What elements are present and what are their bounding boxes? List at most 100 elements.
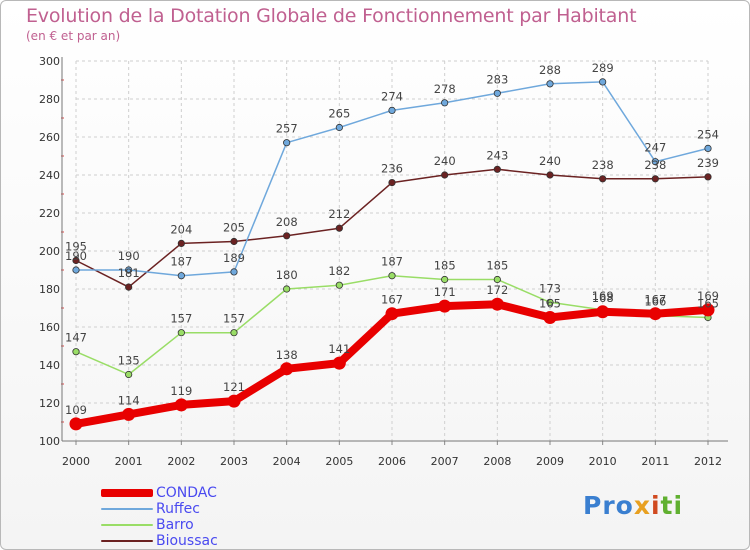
data-label-ruffec-2005: 265: [328, 107, 350, 121]
data-label-condac-2004: 138: [276, 348, 298, 362]
legend-item-condac[interactable]: CONDAC: [101, 485, 218, 501]
data-label-condac-2010: 168: [592, 291, 614, 305]
data-label-condac-2005: 141: [328, 342, 350, 356]
y-tick-label-100: 100: [39, 435, 60, 448]
data-label-ruffec-2009: 288: [539, 63, 561, 77]
data-point-condac-2002: [175, 398, 188, 411]
data-label-condac-2008: 172: [486, 283, 508, 297]
x-tick-label-2009: 2009: [536, 455, 564, 468]
proxiti-logo[interactable]: Proxiti: [583, 491, 683, 520]
data-label-bioussac-2012: 239: [697, 156, 719, 170]
data-point-bioussac-2006: [389, 179, 395, 185]
data-label-condac-2007: 171: [434, 285, 456, 299]
legend-swatch-ruffec: [101, 508, 153, 510]
data-label-ruffec-2008: 283: [486, 72, 508, 86]
data-point-bioussac-2001: [125, 284, 131, 290]
data-label-ruffec-2004: 257: [276, 122, 298, 136]
data-point-condac-2003: [228, 395, 241, 408]
data-label-bioussac-2008: 243: [486, 148, 508, 162]
data-label-condac-2011: 167: [644, 293, 666, 307]
legend-label-bioussac: Bioussac: [156, 533, 218, 549]
data-point-condac-2004: [280, 362, 293, 375]
data-point-bioussac-2005: [336, 225, 342, 231]
x-tick-label-2003: 2003: [220, 455, 248, 468]
data-point-barro-2007: [441, 276, 447, 282]
legend-label-barro: Barro: [156, 517, 194, 533]
data-point-barro-2004: [283, 286, 289, 292]
data-point-ruffec-2000: [73, 267, 79, 273]
data-label-condac-2003: 121: [223, 380, 245, 394]
x-tick-label-2010: 2010: [589, 455, 617, 468]
data-point-bioussac-2003: [231, 238, 237, 244]
y-tick-label-200: 200: [39, 245, 60, 258]
data-point-condac-2011: [649, 307, 662, 320]
data-label-barro-2001: 135: [118, 354, 140, 368]
data-label-ruffec-2010: 289: [592, 61, 614, 75]
y-tick-label-120: 120: [39, 397, 60, 410]
data-label-bioussac-2009: 240: [539, 154, 561, 168]
line-chart: 100 120 140 160 180 200 220 240 260 280 300 2000 200…: [1, 1, 749, 481]
data-point-barro-2003: [231, 330, 237, 336]
data-point-ruffec-2012: [705, 145, 711, 151]
legend-swatch-condac: [101, 489, 153, 497]
data-label-ruffec-2011: 247: [644, 141, 666, 155]
chart-frame: Evolution de la Dotation Globale de Fonc…: [0, 0, 750, 550]
data-label-ruffec-2000: 190: [65, 249, 87, 263]
data-point-ruffec-2002: [178, 273, 184, 279]
data-label-barro-2005: 182: [328, 264, 350, 278]
data-label-condac-2012: 169: [697, 289, 719, 303]
data-label-ruffec-2002: 187: [170, 255, 192, 269]
data-label-barro-2000: 147: [65, 331, 87, 345]
data-point-condac-2007: [438, 300, 451, 313]
legend-swatch-bioussac: [101, 540, 153, 542]
data-point-ruffec-2003: [231, 269, 237, 275]
x-tick-label-2000: 2000: [62, 455, 90, 468]
data-point-ruffec-2004: [283, 140, 289, 146]
legend-item-ruffec[interactable]: Ruffec: [101, 501, 218, 517]
x-tick-label-2011: 2011: [641, 455, 669, 468]
legend-item-bioussac[interactable]: Bioussac: [101, 533, 218, 549]
y-tick-label-260: 260: [39, 131, 60, 144]
data-point-condac-2008: [491, 298, 504, 311]
data-point-ruffec-2005: [336, 124, 342, 130]
legend-swatch-barro: [101, 524, 153, 526]
data-label-ruffec-2006: 274: [381, 89, 403, 103]
legend: CONDAC Ruffec Barro Bioussac: [101, 485, 218, 549]
y-tick-label-160: 160: [39, 321, 60, 334]
data-label-barro-2009: 173: [539, 281, 561, 295]
x-tick-label-2006: 2006: [378, 455, 406, 468]
data-label-bioussac-2004: 208: [276, 215, 298, 229]
data-point-ruffec-2007: [441, 100, 447, 106]
x-tick-label-2007: 2007: [431, 455, 459, 468]
data-label-bioussac-2001: 181: [118, 266, 140, 280]
data-point-barro-2001: [125, 371, 131, 377]
legend-label-ruffec: Ruffec: [156, 501, 200, 517]
data-label-barro-2008: 185: [486, 259, 508, 273]
y-tick-label-240: 240: [39, 169, 60, 182]
data-point-condac-2006: [386, 307, 399, 320]
data-point-barro-2008: [494, 276, 500, 282]
y-tick-label-280: 280: [39, 93, 60, 106]
data-label-condac-2002: 119: [170, 384, 192, 398]
data-label-barro-2007: 185: [434, 259, 456, 273]
data-label-barro-2004: 180: [276, 268, 298, 282]
y-tick-label-300: 300: [39, 55, 60, 68]
data-point-bioussac-2007: [441, 172, 447, 178]
y-tick-label-220: 220: [39, 207, 60, 220]
data-point-condac-2005: [333, 357, 346, 370]
x-tick-label-2008: 2008: [483, 455, 511, 468]
data-label-barro-2006: 187: [381, 255, 403, 269]
data-label-ruffec-2012: 254: [697, 127, 719, 141]
data-point-bioussac-2002: [178, 240, 184, 246]
data-point-bioussac-2009: [547, 172, 553, 178]
data-point-condac-2000: [70, 417, 83, 430]
data-label-bioussac-2007: 240: [434, 154, 456, 168]
data-point-bioussac-2010: [599, 176, 605, 182]
data-label-ruffec-2007: 278: [434, 82, 456, 96]
x-tick-label-2004: 2004: [273, 455, 301, 468]
data-label-condac-2006: 167: [381, 293, 403, 307]
legend-item-barro[interactable]: Barro: [101, 517, 218, 533]
data-label-bioussac-2006: 236: [381, 162, 403, 176]
y-tick-label-180: 180: [39, 283, 60, 296]
data-label-bioussac-2002: 204: [170, 222, 192, 236]
